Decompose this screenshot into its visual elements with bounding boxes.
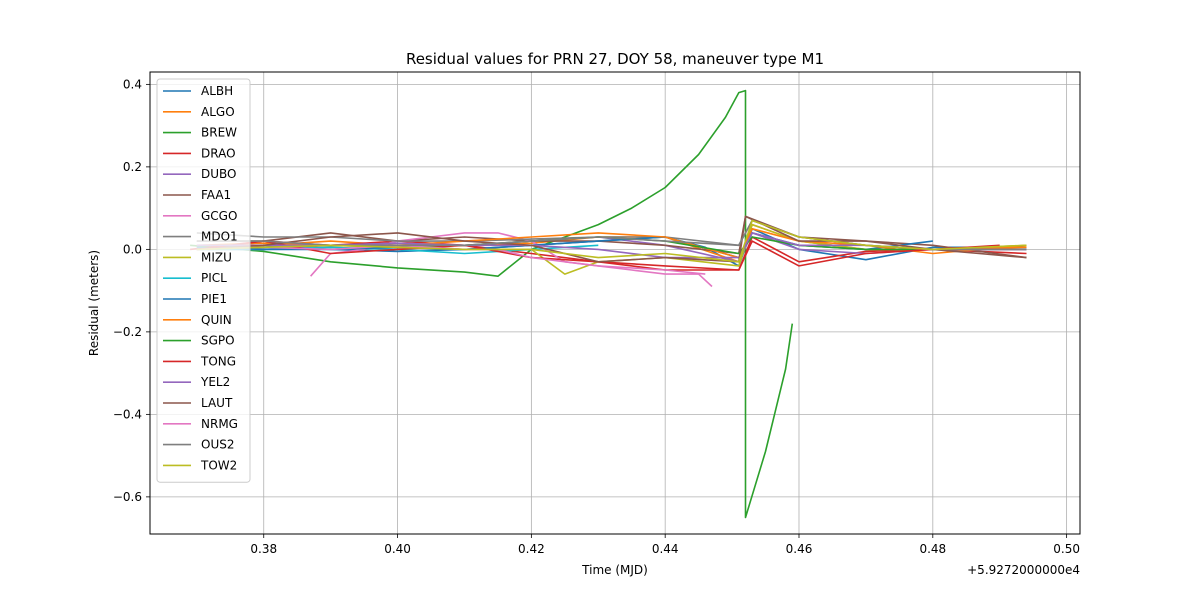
series-line-brew [190,89,794,519]
legend-label: TOW2 [200,458,237,472]
series-line-laut [196,215,1027,263]
legend-label: ALBH [201,84,233,98]
x-axis-offset-label: +5.9272000000e4 [967,563,1080,577]
series-line-tow2 [196,219,1027,263]
legend-label: YEL2 [200,375,230,389]
x-axis-ticks: 0.38 0.40 0.42 0.44 0.46 0.48 0.50 [250,534,1080,556]
series-lines [190,89,1027,519]
legend-label: OUS2 [201,438,234,452]
x-tick-label: 0.38 [250,542,277,556]
legend-label: FAA1 [201,188,231,202]
x-tick-label: 0.46 [786,542,813,556]
y-tick-label: 0.2 [123,160,142,174]
x-axis-label: Time (MJD) [581,563,648,577]
legend-label: GCGO [201,209,237,223]
x-tick-label: 0.42 [518,542,545,556]
y-tick-label: −0.4 [113,407,142,421]
plot-frame [149,71,1081,535]
legend-label: MDO1 [201,230,238,244]
x-tick-label: 0.48 [919,542,946,556]
legend-label: TONG [200,354,236,368]
y-axis-label: Residual (meters) [87,250,101,356]
y-tick-label: 0.4 [123,77,142,91]
legend-label: SGPO [201,334,235,348]
legend-label: NRMG [201,417,238,431]
legend: ALBH ALGO BREW DRAO DUBO FAA1 GCGO MDO1 MIZU PICL… [156,78,251,483]
x-tick-label: 0.44 [652,542,679,556]
legend-label: BREW [201,126,237,140]
y-tick-label: −0.2 [113,325,142,339]
x-tick-label: 0.50 [1053,542,1080,556]
legend-label: DRAO [201,146,236,160]
legend-label: LAUT [201,396,233,410]
chart-title: Residual values for PRN 27, DOY 58, mane… [406,50,824,68]
y-tick-label: 0.0 [123,242,142,256]
x-tick-label: 0.40 [384,542,411,556]
series-line-tong [196,240,1000,271]
legend-label: PIE1 [201,292,227,306]
legend-label: MIZU [201,250,232,264]
legend-label: QUIN [201,313,232,327]
y-axis-ticks: 0.4 0.2 0.0 −0.2 −0.4 −0.6 [113,77,150,504]
legend-label: ALGO [201,105,235,119]
legend-label: DUBO [201,167,237,181]
legend-label: PICL [201,271,227,285]
y-tick-label: −0.6 [113,490,142,504]
